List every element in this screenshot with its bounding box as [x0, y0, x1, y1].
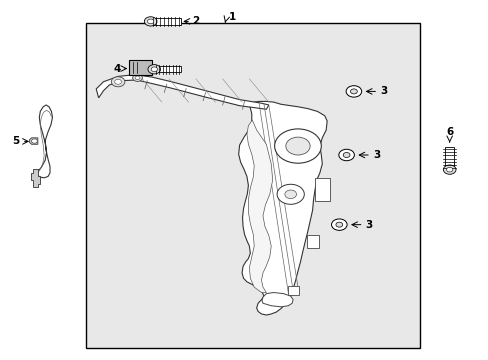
Circle shape: [338, 149, 354, 161]
Circle shape: [144, 17, 157, 26]
Circle shape: [147, 19, 154, 24]
Circle shape: [446, 167, 452, 172]
Circle shape: [151, 67, 157, 72]
Bar: [314, 178, 329, 202]
Circle shape: [443, 165, 455, 174]
Circle shape: [285, 190, 296, 199]
Bar: [86, 23, 419, 348]
Circle shape: [31, 139, 37, 143]
Text: 1: 1: [228, 13, 236, 22]
Circle shape: [285, 137, 309, 155]
Polygon shape: [96, 75, 268, 109]
Circle shape: [111, 77, 124, 87]
Polygon shape: [238, 102, 326, 315]
Circle shape: [115, 79, 121, 84]
Text: 2: 2: [192, 17, 199, 26]
Polygon shape: [30, 138, 38, 144]
Text: 4: 4: [113, 64, 120, 73]
Text: 3: 3: [372, 150, 379, 160]
Bar: [287, 286, 298, 295]
Circle shape: [135, 76, 140, 80]
Text: 3: 3: [379, 86, 386, 96]
Circle shape: [335, 222, 342, 227]
Circle shape: [277, 184, 304, 204]
Circle shape: [274, 129, 321, 163]
Circle shape: [346, 86, 361, 97]
Text: 6: 6: [445, 127, 452, 137]
Bar: [150, 18, 181, 24]
Circle shape: [343, 153, 349, 157]
Text: 3: 3: [365, 220, 372, 230]
Polygon shape: [30, 169, 40, 187]
Bar: [154, 66, 181, 72]
Circle shape: [350, 89, 357, 94]
Bar: [445, 148, 453, 170]
FancyBboxPatch shape: [129, 60, 151, 75]
Circle shape: [132, 74, 142, 81]
Polygon shape: [246, 120, 272, 293]
Polygon shape: [36, 105, 52, 178]
Polygon shape: [262, 293, 292, 307]
Text: 5: 5: [13, 136, 20, 147]
Circle shape: [148, 64, 160, 74]
Bar: [306, 235, 318, 248]
Circle shape: [331, 219, 346, 230]
